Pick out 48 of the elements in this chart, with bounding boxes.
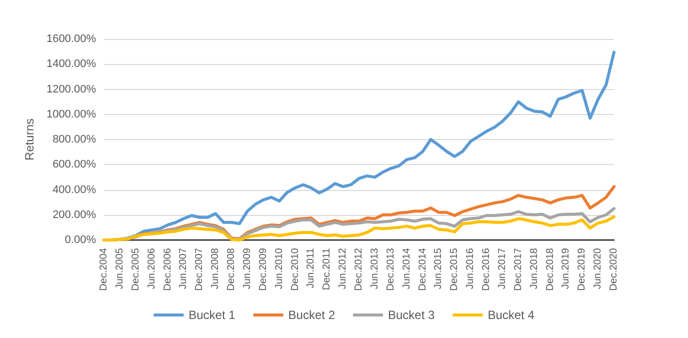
y-tick-label: 800.00% — [52, 134, 96, 146]
x-tick-label: Jun.2019 — [560, 248, 572, 290]
y-axis-title: Returns — [22, 118, 37, 161]
legend-label: Bucket 3 — [388, 308, 436, 322]
y-tick-label: 600.00% — [52, 158, 96, 171]
y-tick-label: 1200.00% — [46, 83, 96, 96]
x-tick-label: Dec.2011 — [322, 248, 333, 290]
x-tick-label: Jun.2013 — [369, 248, 380, 290]
x-tick-label: Jun.2012 — [338, 248, 349, 290]
y-tick-label: 1000.00% — [46, 108, 96, 120]
legend-label: Bucket 4 — [488, 308, 535, 322]
legend-label: Bucket 1 — [188, 308, 236, 322]
x-tick-label: Dec.2013 — [385, 248, 396, 291]
x-tick-label: Jun.2016 — [465, 248, 476, 290]
x-tick-label: Jun.2018 — [528, 248, 540, 290]
x-tick-label: Dec.2010 — [290, 248, 301, 291]
x-tick-label: Dec.2009 — [258, 248, 269, 291]
y-tick-label: 1400.00% — [46, 58, 96, 70]
x-tick-label: Jun.2007 — [178, 248, 190, 290]
x-tick-label: Jun.2015 — [433, 248, 444, 290]
legend-label: Bucket 2 — [288, 308, 336, 322]
x-tick-label: Dec.2008 — [226, 248, 237, 291]
y-tick-label: 1600.00% — [46, 33, 96, 45]
x-tick-label: Dec.2012 — [354, 248, 364, 291]
x-tick-label: Dec.2004 — [98, 248, 110, 291]
x-tick-label: Jun.2017 — [496, 248, 508, 290]
x-tick-label: Dec.2015 — [449, 248, 460, 291]
x-tick-label: Dec.2016 — [481, 248, 492, 291]
x-tick-label: Jun.2011 — [306, 248, 317, 288]
x-tick-label: Jun.2014 — [401, 248, 412, 290]
x-tick-label: Jun.2005 — [114, 248, 126, 290]
x-tick-label: Dec.2020 — [608, 248, 620, 291]
x-tick-label: Dec.2014 — [417, 248, 428, 291]
line-series — [102, 215, 616, 242]
x-tick-label: Jun.2010 — [274, 248, 285, 290]
x-tick-label: Dec.2007 — [194, 248, 206, 291]
x-tick-label: Dec.2017 — [512, 248, 524, 291]
x-tick-label: Dec.2005 — [130, 248, 142, 291]
x-tick-label: Jun.2020 — [592, 248, 604, 290]
x-tick-label: Jun.2008 — [210, 248, 222, 290]
x-tick-label: Dec.2018 — [544, 248, 556, 291]
y-tick-label: 0.00% — [64, 234, 96, 246]
x-tick-label: Dec.2019 — [576, 248, 588, 291]
x-tick-label: Dec.2006 — [162, 248, 174, 291]
x-tick-label: Jun.2006 — [146, 248, 158, 290]
y-tick-label: 200.00% — [52, 208, 96, 221]
y-tick-label: 400.00% — [52, 184, 96, 196]
x-tick-label: Jun.2009 — [242, 248, 253, 290]
